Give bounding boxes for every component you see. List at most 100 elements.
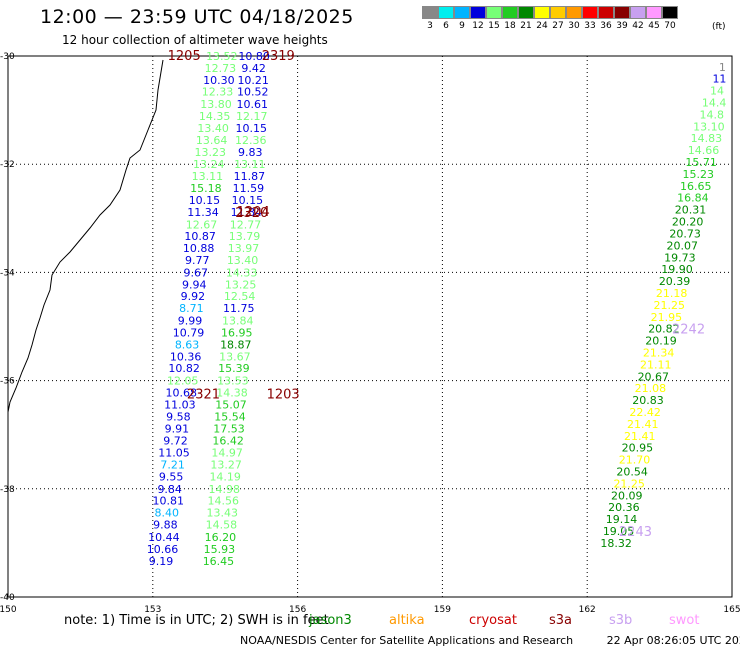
lon-tick-label: 150 bbox=[0, 605, 17, 615]
wave-height-label: 10.15 bbox=[232, 194, 264, 207]
wave-height-label: 18.32 bbox=[600, 537, 632, 550]
wave-height-label: 8.40 bbox=[155, 507, 180, 520]
lat-tick-label: -30 bbox=[0, 52, 15, 62]
wave-height-label: 15.93 bbox=[204, 543, 236, 556]
wave-height-label: 13.43 bbox=[207, 507, 239, 520]
color-scale-label: 6 bbox=[443, 21, 449, 31]
color-scale-labels: 3 6 9 12 15 18 21 24 27 30 33 36 39 42 45 70 bbox=[422, 21, 678, 31]
coastline bbox=[7, 59, 164, 413]
wave-height-label: 13.24 bbox=[193, 158, 225, 171]
lat-tick-label: -34 bbox=[0, 268, 15, 278]
wave-height-label: 11.05 bbox=[158, 447, 190, 460]
wave-height-label: 9.55 bbox=[159, 470, 184, 483]
wave-height-label: 9.72 bbox=[163, 435, 188, 448]
color-scale-label: 12 bbox=[472, 21, 484, 31]
wave-height-label: 21.08 bbox=[635, 382, 667, 395]
color-scale-label: 24 bbox=[536, 21, 548, 31]
wave-height-label: 10.52 bbox=[237, 86, 269, 99]
color-scale-label: 21 bbox=[520, 21, 532, 31]
wave-height-label: 15.18 bbox=[190, 182, 222, 195]
wave-height-label: 20.07 bbox=[667, 239, 699, 252]
wave-height-label: 12.54 bbox=[224, 290, 256, 303]
satellite-legend-swot: swot bbox=[669, 613, 700, 628]
wave-height-label: 13.80 bbox=[200, 98, 232, 111]
wave-height-label: 10.15 bbox=[189, 194, 221, 207]
wave-height-label: 20.39 bbox=[659, 275, 691, 288]
wave-height-label: 13.67 bbox=[219, 350, 251, 363]
color-scale-swatches bbox=[422, 6, 678, 19]
footer-credit: NOAA/NESDIS Center for Satellite Applica… bbox=[240, 634, 574, 647]
lat-tick-label: -38 bbox=[0, 485, 15, 495]
wave-height-label: 10.44 bbox=[148, 531, 180, 544]
wave-height-label: 21.11 bbox=[640, 358, 672, 371]
wave-height-label: 10.36 bbox=[170, 350, 202, 363]
satellite-legend-altika: altika bbox=[389, 613, 425, 628]
color-scale-label: 39 bbox=[616, 21, 628, 31]
wave-height-label: 15.39 bbox=[218, 362, 250, 375]
plot-frame bbox=[7, 55, 733, 598]
wave-height-label: 14.4 bbox=[702, 97, 727, 110]
lon-tick-label: 156 bbox=[289, 605, 306, 615]
pass-time-label: 1203 bbox=[267, 388, 300, 403]
wave-height-label: 12.05 bbox=[167, 375, 199, 388]
color-scale-swatch bbox=[502, 6, 518, 19]
wave-height-label: 10.81 bbox=[152, 495, 184, 508]
satellite-legend-s3b: s3b bbox=[609, 613, 633, 628]
wave-height-label: 13.97 bbox=[228, 242, 260, 255]
wave-height-label: 7.21 bbox=[160, 458, 185, 471]
color-scale-label: 45 bbox=[648, 21, 660, 31]
wave-height-label: 12.67 bbox=[186, 218, 218, 231]
wave-height-label: 12.17 bbox=[236, 110, 268, 123]
color-scale-label: 27 bbox=[552, 21, 564, 31]
wave-height-label: 13.10 bbox=[693, 120, 725, 133]
footer-timestamp: 22 Apr 08:26:05 UTC 2025 bbox=[606, 634, 740, 647]
wave-height-label: 14 bbox=[710, 85, 724, 98]
wave-height-label: 16.42 bbox=[212, 435, 244, 448]
satellite-legend-cryosat: cryosat bbox=[469, 613, 517, 628]
lon-tick-label: 159 bbox=[434, 605, 451, 615]
wave-height-label: 14.38 bbox=[216, 387, 248, 400]
wave-height-label: 21.34 bbox=[643, 346, 675, 359]
wave-height-label: 16.84 bbox=[677, 192, 709, 205]
wave-height-label: 11.75 bbox=[223, 302, 255, 315]
wave-height-label: 20.95 bbox=[622, 442, 654, 455]
color-scale-label: 15 bbox=[488, 21, 500, 31]
wave-height-label: 11 bbox=[712, 73, 726, 86]
wave-height-label: 13.23 bbox=[194, 146, 226, 159]
wave-height-label: 20.09 bbox=[611, 489, 643, 502]
wave-height-label: 12.33 bbox=[202, 86, 234, 99]
wave-height-label: 9.58 bbox=[166, 410, 191, 423]
wave-height-label: 12.73 bbox=[205, 62, 237, 75]
color-scale-label: 42 bbox=[632, 21, 644, 31]
wave-height-label: 14.66 bbox=[688, 144, 720, 157]
color-scale-swatch bbox=[614, 6, 630, 19]
wave-height-label: 13.25 bbox=[225, 278, 257, 291]
wave-height-label: 9.83 bbox=[238, 146, 263, 159]
wave-height-label: 9.91 bbox=[165, 423, 190, 436]
wave-height-label: 13.11 bbox=[192, 170, 224, 183]
wave-height-label: 10.15 bbox=[236, 122, 268, 135]
color-scale-swatch bbox=[582, 6, 598, 19]
color-scale-swatch bbox=[534, 6, 550, 19]
wave-height-label: 12.77 bbox=[230, 218, 262, 231]
color-scale-label: 70 bbox=[664, 21, 676, 31]
wave-height-label: 15.23 bbox=[682, 168, 714, 181]
wave-height-label: 9.92 bbox=[181, 290, 206, 303]
color-scale-label: 30 bbox=[568, 21, 580, 31]
wave-height-label: 11.03 bbox=[164, 398, 196, 411]
wave-height-label: 9.67 bbox=[184, 266, 209, 279]
wave-height-label: 13.52 bbox=[206, 50, 238, 63]
wave-height-label: 21.25 bbox=[613, 477, 645, 490]
wave-height-label: 10.82 bbox=[168, 362, 200, 375]
color-scale-legend: 3 6 9 12 15 18 21 24 27 30 33 36 39 42 45 70 (ft) bbox=[422, 6, 726, 32]
wave-height-label: 14.35 bbox=[199, 110, 231, 123]
wave-height-label: 15.71 bbox=[685, 156, 717, 169]
wave-height-label: 18.87 bbox=[220, 338, 252, 351]
wave-height-label: 15.07 bbox=[215, 398, 247, 411]
wave-height-label: 15.54 bbox=[214, 410, 246, 423]
wave-height-label: 20.67 bbox=[638, 370, 670, 383]
wave-height-label: 14.56 bbox=[208, 495, 240, 508]
wave-height-label: 11.59 bbox=[233, 182, 265, 195]
wave-height-label: 20.83 bbox=[632, 394, 664, 407]
